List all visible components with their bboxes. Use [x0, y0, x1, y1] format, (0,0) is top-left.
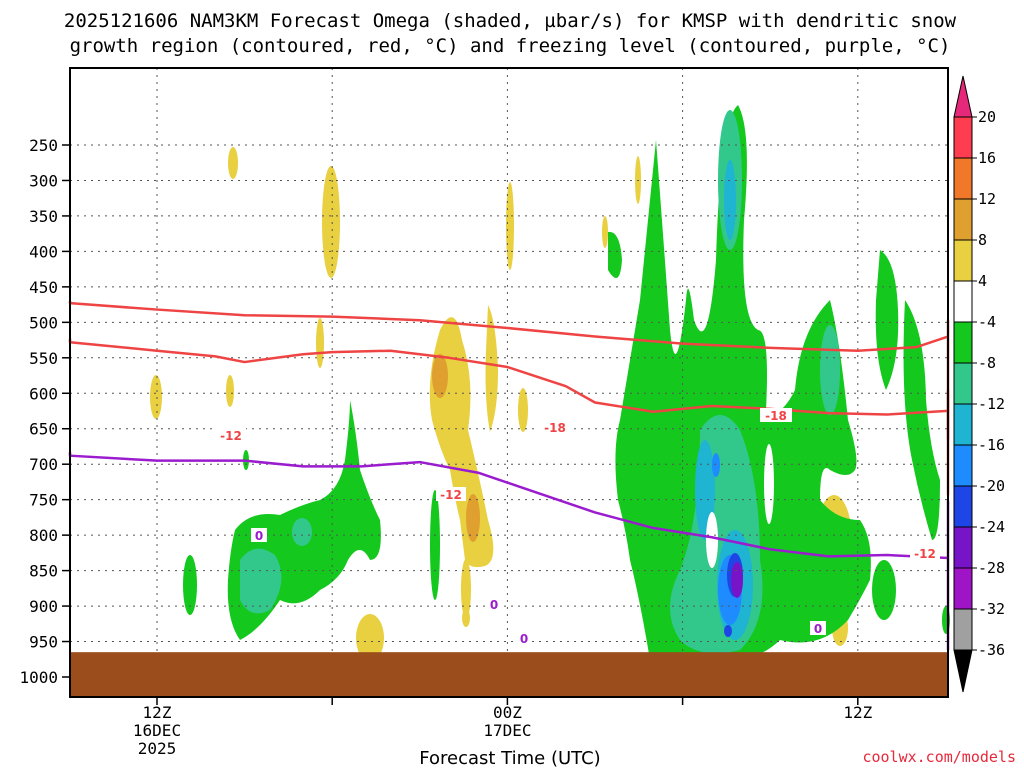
colorbar-label-9: -20 — [978, 477, 1005, 495]
colorbar-label-4: 4 — [978, 272, 987, 290]
colorbar-label-8: -16 — [978, 436, 1005, 454]
x-tick-label-12-2: 2025 — [138, 739, 177, 758]
colorbar-label-12: -32 — [978, 600, 1005, 618]
omega-shading — [150, 105, 950, 664]
y-tick-label-900: 900 — [29, 597, 58, 616]
colorbar-label-0: 20 — [978, 108, 996, 126]
colorbar-label-5: -4 — [978, 313, 996, 331]
contour-label-minus12-mid: -12 — [440, 488, 462, 502]
chart-title-line-2: growth region (contoured, red, °C) and f… — [70, 35, 951, 57]
colorbar-bin-4 — [953, 280, 973, 323]
contour-label-0-left: 0 — [255, 529, 263, 543]
colorbar-label-10: -24 — [978, 518, 1005, 536]
contour-label-minus12-left: -12 — [220, 429, 242, 443]
contour-label-minus18-mid: -18 — [544, 421, 566, 435]
colorbar-bin-0 — [953, 116, 973, 159]
colorbar-label-2: 12 — [978, 190, 996, 208]
source-credit: coolwx.com/models — [862, 748, 1016, 766]
colorbar-bin-2 — [953, 198, 973, 241]
colorbar-label-7: -12 — [978, 395, 1005, 413]
contour-label-0-mid: 0 — [490, 598, 498, 612]
chart-title-line-1: 2025121606 NAM3KM Forecast Omega (shaded… — [64, 10, 957, 32]
y-tick-label-850: 850 — [29, 562, 58, 581]
y-tick-label-700: 700 — [29, 455, 58, 474]
y-tick-label-300: 300 — [29, 171, 58, 190]
x-tick-label-36-0: 12Z — [843, 703, 872, 722]
y-axis: 250 300 350 400 450 500 550 600 650 700 750 800 850 9… — [19, 136, 70, 687]
y-tick-label-750: 750 — [29, 491, 58, 510]
contour-label-minus18-right: -18 — [765, 409, 787, 423]
contour-label-0-right: 0 — [814, 622, 822, 636]
y-tick-label-650: 650 — [29, 420, 58, 439]
y-tick-label-800: 800 — [29, 526, 58, 545]
x-tick-label-12-0: 12Z — [143, 703, 172, 722]
colorbar-bin-9 — [953, 485, 973, 528]
omega-colorbar: 20 16 12 8 4 -4 -8 -12 -16 -20 -24 -28 -32 -36 — [953, 75, 1005, 693]
colorbar-bin-10 — [953, 526, 973, 569]
y-tick-label-350: 350 — [29, 207, 58, 226]
y-tick-label-500: 500 — [29, 313, 58, 332]
colorbar-bin-5 — [953, 321, 973, 364]
colorbar-top-arrow — [953, 75, 973, 118]
contour-labels: -12 0 -18 -12 0 0 -18 0 -12 — [216, 408, 940, 646]
colorbar-bin-11 — [953, 567, 973, 610]
colorbar-bin-6 — [953, 362, 973, 405]
plot-frame — [69, 67, 949, 698]
colorbar-bin-8 — [953, 444, 973, 487]
colorbar-bottom-arrow — [953, 649, 973, 693]
x-axis-title: Forecast Time (UTC) — [419, 748, 600, 768]
colorbar-bin-12 — [953, 608, 973, 651]
x-tick-label-12-1: 16DEC — [133, 721, 181, 740]
colorbar-label-13: -36 — [978, 641, 1005, 659]
y-tick-label-1000: 1000 — [19, 668, 58, 687]
colorbar-label-11: -28 — [978, 559, 1005, 577]
colorbar-bin-1 — [953, 157, 973, 200]
contour-label-minus12-right: -12 — [914, 547, 936, 561]
y-tick-label-250: 250 — [29, 136, 58, 155]
x-tick-label-24-0: 00Z — [493, 703, 522, 722]
x-tick-label-24-1: 17DEC — [483, 721, 531, 740]
y-tick-label-550: 550 — [29, 349, 58, 368]
colorbar-label-3: 8 — [978, 231, 987, 249]
colorbar-label-1: 16 — [978, 149, 996, 167]
y-tick-label-600: 600 — [29, 384, 58, 403]
colorbar-bin-3 — [953, 239, 973, 282]
contour-label-0-lower: 0 — [520, 632, 528, 646]
y-tick-label-950: 950 — [29, 633, 58, 652]
y-tick-label-400: 400 — [29, 242, 58, 261]
colorbar-label-6: -8 — [978, 354, 996, 372]
ground-surface — [70, 652, 948, 697]
colorbar-bin-7 — [953, 403, 973, 446]
y-tick-label-450: 450 — [29, 278, 58, 297]
